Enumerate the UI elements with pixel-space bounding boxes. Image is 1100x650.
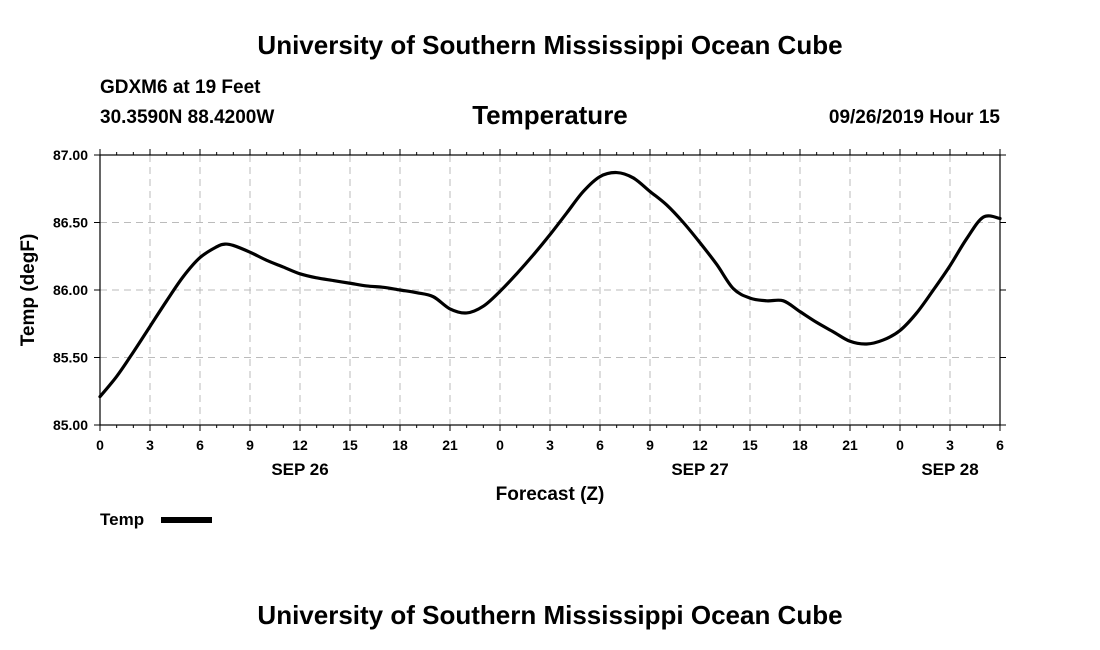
legend-label: Temp <box>100 510 144 529</box>
temp-series-line <box>98 170 1002 399</box>
x-axis-label: Forecast (Z) <box>496 484 605 505</box>
x-tick-label: 21 <box>442 437 458 453</box>
y-tick-label: 86.50 <box>53 215 88 231</box>
date-label: SEP 28 <box>921 460 978 479</box>
legend-swatch <box>161 517 212 523</box>
x-axis: 0 3 6 9 12 15 18 21 0 3 6 9 12 15 18 21 0 3 6 <box>96 149 1004 453</box>
y-axis: 85.00 85.50 86.00 86.50 87.00 <box>53 147 1006 433</box>
x-tick-label: 15 <box>342 437 358 453</box>
x-tick-label: 6 <box>596 437 604 453</box>
date-label: SEP 27 <box>671 460 728 479</box>
x-tick-label: 9 <box>646 437 654 453</box>
x-tick-label: 6 <box>996 437 1004 453</box>
y-tick-label: 85.50 <box>53 350 88 366</box>
y-tick-label: 86.00 <box>53 282 88 298</box>
page-title: University of Southern Mississippi Ocean… <box>257 30 843 60</box>
x-tick-label: 0 <box>96 437 104 453</box>
x-tick-label: 18 <box>392 437 408 453</box>
x-tick-label: 6 <box>196 437 204 453</box>
date-labels: SEP 26 SEP 27 SEP 28 <box>271 460 978 479</box>
chart-title: Temperature <box>472 100 628 130</box>
station-label: GDXM6 at 19 Feet <box>100 77 261 98</box>
y-axis-label: Temp (degF) <box>18 234 39 347</box>
x-tick-label: 12 <box>692 437 708 453</box>
y-tick-label: 87.00 <box>53 147 88 163</box>
date-label: SEP 26 <box>271 460 328 479</box>
x-tick-label: 0 <box>896 437 904 453</box>
x-tick-label: 3 <box>946 437 954 453</box>
grid <box>100 155 1000 425</box>
coordinates-label: 30.3590N 88.4200W <box>100 107 275 128</box>
x-tick-label: 15 <box>742 437 758 453</box>
x-tick-label: 3 <box>546 437 554 453</box>
x-tick-label: 18 <box>792 437 808 453</box>
x-tick-label: 3 <box>146 437 154 453</box>
x-tick-label: 0 <box>496 437 504 453</box>
footer-title: University of Southern Mississippi Ocean… <box>257 600 843 630</box>
y-tick-label: 85.00 <box>53 417 88 433</box>
forecast-datetime: 09/26/2019 Hour 15 <box>828 107 1000 128</box>
x-tick-label: 9 <box>246 437 254 453</box>
x-tick-label: 21 <box>842 437 858 453</box>
x-tick-label: 12 <box>292 437 308 453</box>
